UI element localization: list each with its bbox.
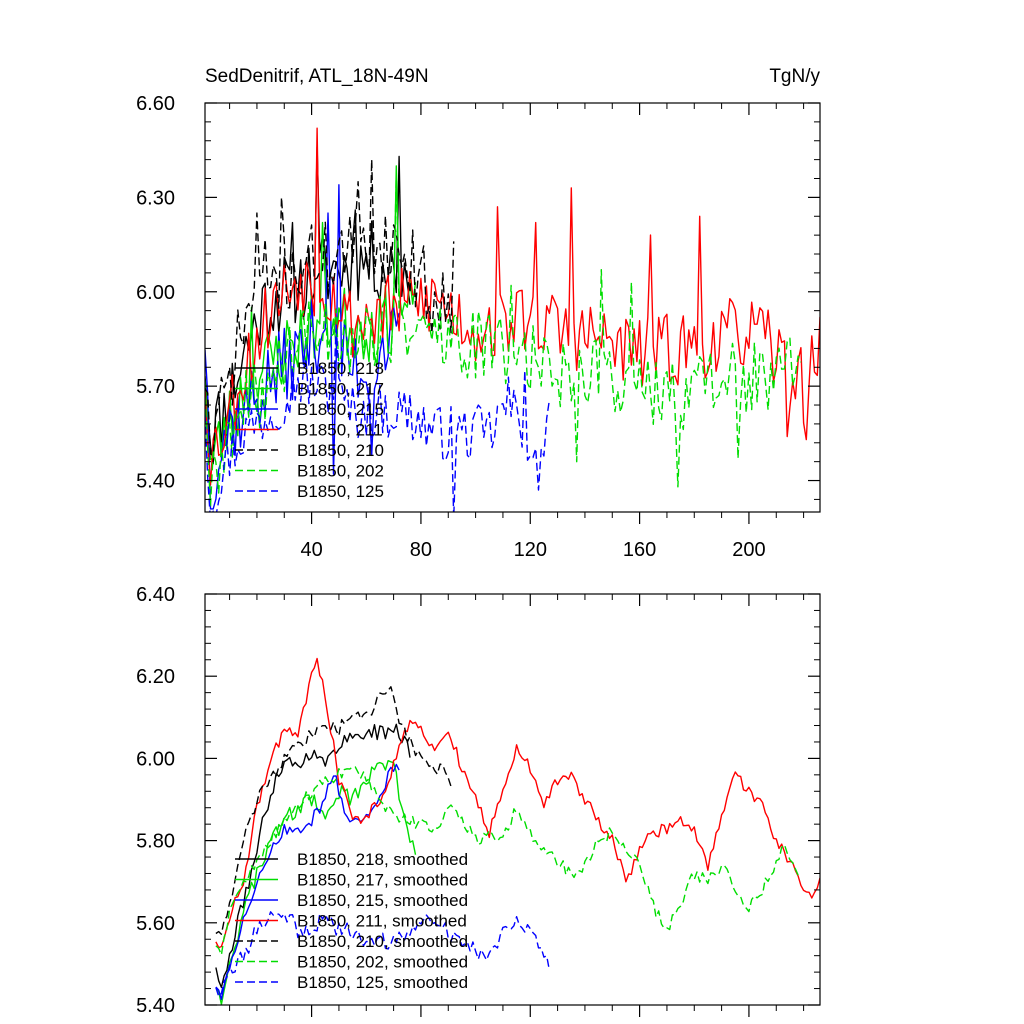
legend-label: B1850, 125, smoothed: [297, 973, 468, 992]
y-tick-label: 6.00: [136, 282, 175, 304]
plot-area: [205, 127, 820, 512]
legend-label: B1850, 218, smoothed: [297, 850, 468, 869]
series-line-1-2: [215, 763, 400, 1001]
plot-frame: [204, 593, 821, 1006]
legend-label: B1850, 215, smoothed: [297, 891, 468, 910]
series-line-0-0: [205, 146, 411, 465]
y-tick-label: 5.40: [136, 995, 175, 1017]
y-tick-label: 6.30: [136, 187, 175, 209]
plot-area: [215, 657, 820, 1005]
x-tick-label: 160: [623, 539, 656, 561]
x-tick-label: 200: [732, 539, 765, 561]
chart-title: SedDenitrif, ATL_18N-49N: [205, 66, 429, 87]
plot-frame: [204, 102, 821, 513]
y-tick-label: 5.70: [136, 376, 175, 398]
axes: 5.40 5.70 6.00 6.30 6.60 40 80 120 160 200: [136, 93, 820, 561]
legend-label: B1850, 217, smoothed: [297, 871, 468, 890]
legend-label: B1850, 217: [297, 380, 384, 399]
legend-label: B1850, 218: [297, 359, 384, 378]
x-tick-label: 80: [410, 539, 432, 561]
y-tick-label: 6.60: [136, 93, 175, 115]
y-tick-label: 6.00: [136, 748, 175, 770]
series-line-1-6: [215, 911, 551, 998]
legend-label: B1850, 211, smoothed: [297, 912, 467, 931]
series-line-1-3: [215, 657, 820, 949]
legend-label: B1850, 210: [297, 441, 384, 460]
legend-label: B1850, 202: [297, 462, 384, 481]
y-tick-label: 6.40: [136, 584, 175, 606]
series-line-1-4: [215, 686, 454, 935]
legend: B1850, 218, smoothed B1850, 217, smoothed…: [235, 850, 468, 992]
axes: 5.40 5.60 5.80 6.00 6.20 6.40: [136, 584, 820, 1017]
x-tick-label: 120: [514, 539, 547, 561]
top-panel: 5.40 5.70 6.00 6.30 6.60 40 80 120 160 200 B1850, …: [136, 93, 821, 561]
series-line-1-1: [215, 760, 417, 1005]
y-tick-label: 5.60: [136, 913, 175, 935]
series-line-0-5: [205, 171, 802, 507]
legend-label: B1850, 215: [297, 400, 384, 419]
series-line-1-5: [215, 766, 802, 956]
series-line-0-4: [205, 158, 455, 456]
legend-label: B1850, 211: [297, 421, 383, 440]
legend-label: B1850, 125: [297, 482, 384, 501]
y-tick-label: 6.20: [136, 666, 175, 688]
series-line-0-6: [205, 322, 551, 512]
legend-label: B1850, 202, smoothed: [297, 953, 468, 972]
y-tick-label: 5.80: [136, 831, 175, 853]
bottom-panel: 5.40 5.60 5.80 6.00 6.20 6.40 B1850, 218, smoo…: [136, 584, 821, 1017]
series-line-1-0: [215, 723, 411, 989]
units-label: TgN/y: [769, 66, 820, 87]
x-tick-label: 40: [300, 539, 322, 561]
y-tick-label: 5.40: [136, 471, 175, 493]
legend-label: B1850, 210, smoothed: [297, 932, 468, 951]
